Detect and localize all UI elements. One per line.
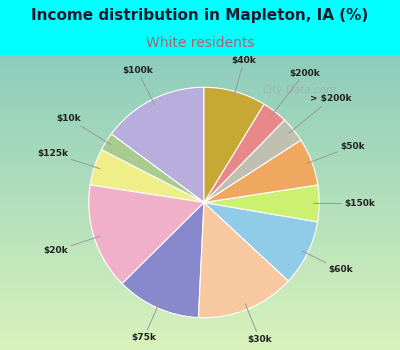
Text: $200k: $200k <box>271 69 320 116</box>
Text: $75k: $75k <box>132 302 160 342</box>
Wedge shape <box>89 185 204 284</box>
Text: $60k: $60k <box>302 251 353 274</box>
Text: $150k: $150k <box>314 199 375 208</box>
Text: > $200k: > $200k <box>289 94 352 133</box>
Wedge shape <box>111 87 204 202</box>
Wedge shape <box>122 202 204 317</box>
Wedge shape <box>102 134 204 202</box>
Wedge shape <box>204 120 301 202</box>
Wedge shape <box>204 104 284 202</box>
Text: $10k: $10k <box>57 114 111 145</box>
Wedge shape <box>204 140 318 202</box>
Text: $125k: $125k <box>37 149 100 169</box>
Text: Income distribution in Mapleton, IA (%): Income distribution in Mapleton, IA (%) <box>31 8 369 23</box>
Text: $100k: $100k <box>122 66 155 105</box>
Text: $50k: $50k <box>306 142 365 164</box>
Wedge shape <box>90 150 204 202</box>
Text: City-Data.com: City-Data.com <box>263 85 337 95</box>
Text: $40k: $40k <box>232 56 256 97</box>
Wedge shape <box>204 87 264 202</box>
Text: White residents: White residents <box>146 36 254 50</box>
Wedge shape <box>198 202 288 318</box>
Wedge shape <box>204 185 319 222</box>
Text: $30k: $30k <box>245 304 272 344</box>
Wedge shape <box>204 202 318 281</box>
Text: $20k: $20k <box>44 236 100 255</box>
